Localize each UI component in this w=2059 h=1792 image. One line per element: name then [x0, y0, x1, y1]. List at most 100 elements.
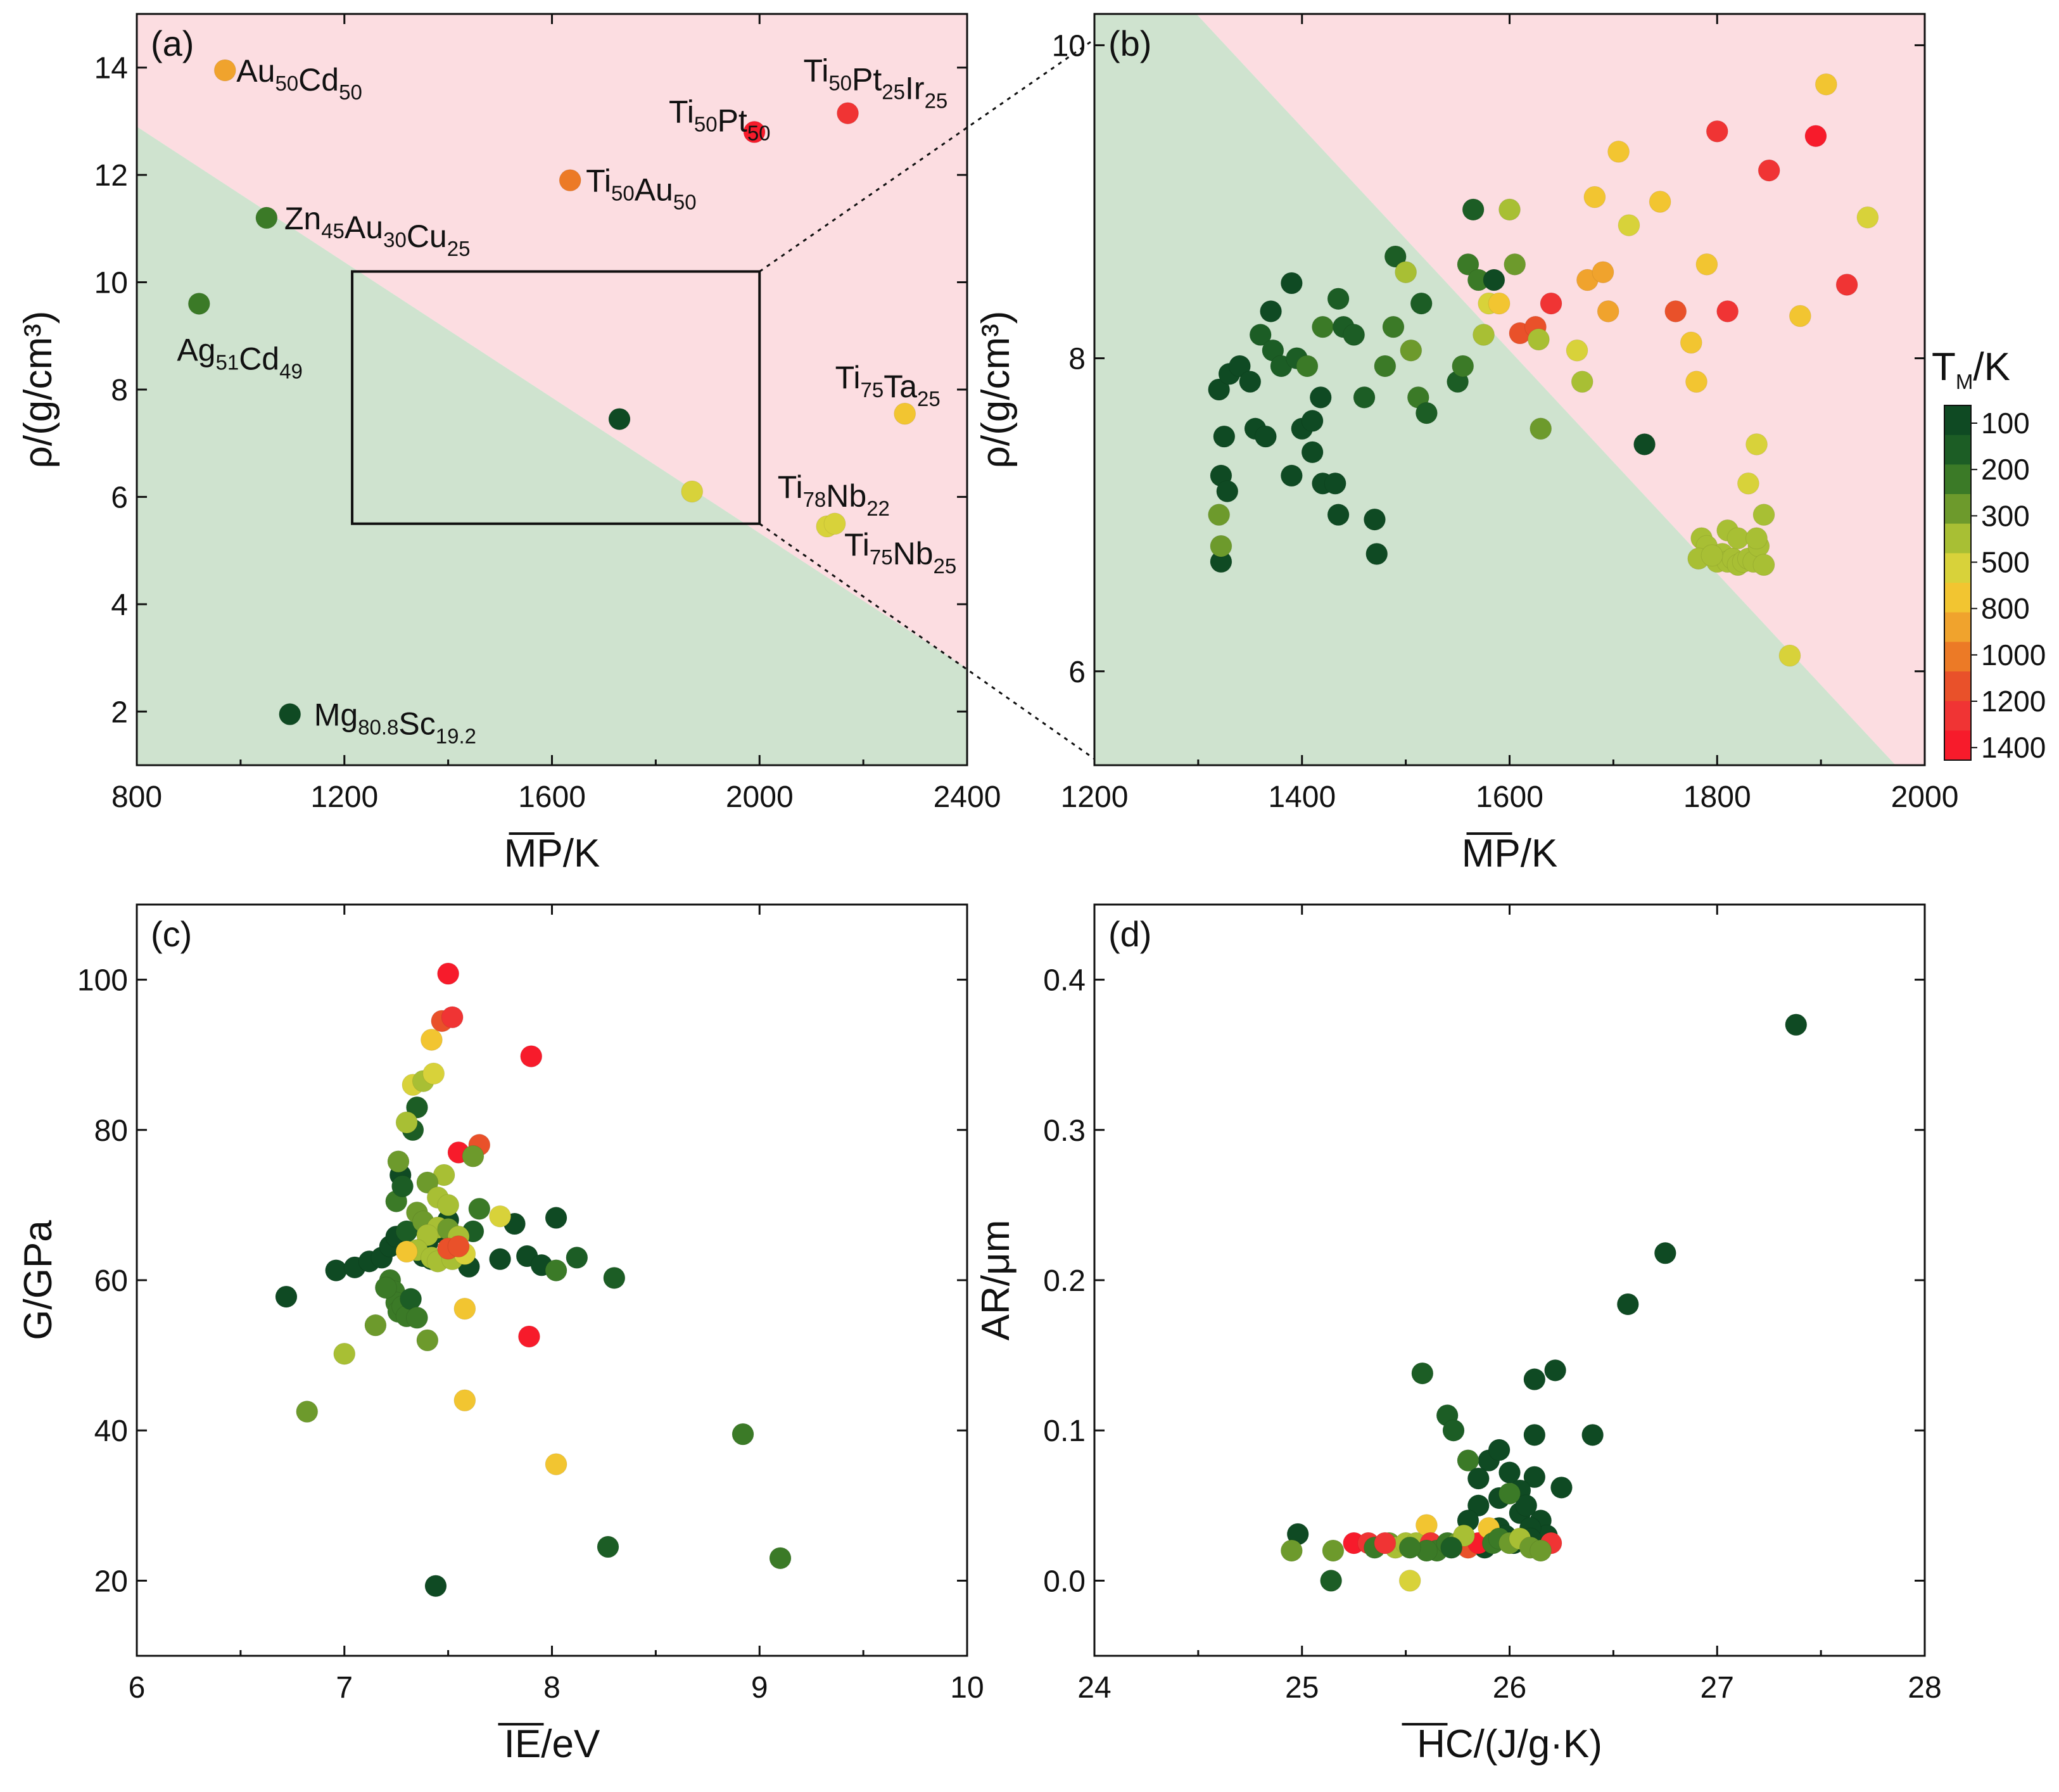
- y-tick-label: 2: [111, 696, 128, 729]
- y-tick-label: 20: [94, 1565, 128, 1598]
- data-point: [823, 512, 846, 535]
- x-tick-label: 800: [111, 780, 162, 814]
- data-point: [545, 1207, 567, 1230]
- data-points: [187, 59, 916, 726]
- data-point: [416, 1171, 439, 1194]
- y-tick-label: 4: [111, 588, 128, 622]
- data-point: [296, 1401, 319, 1423]
- data-point: [1213, 425, 1236, 448]
- data-point: [1745, 527, 1768, 550]
- data-point: [566, 1246, 588, 1269]
- data-point: [1752, 504, 1775, 526]
- data-point: [1239, 371, 1262, 393]
- colorbar-segment: [1944, 671, 1971, 702]
- x-tick-label: 8: [543, 1671, 561, 1705]
- data-point: [213, 59, 236, 82]
- data-point: [1353, 386, 1376, 409]
- data-point: [1254, 425, 1277, 448]
- data-point: [597, 1535, 619, 1558]
- data-point: [894, 402, 916, 425]
- y-tick-label: 10: [94, 267, 128, 300]
- data-point: [1208, 378, 1231, 401]
- data-point: [1633, 433, 1656, 455]
- x-tick-label: 1400: [1268, 780, 1336, 814]
- colorbar-label: 300: [1981, 499, 2030, 532]
- data-point: [1649, 191, 1671, 213]
- data-point: [437, 962, 460, 985]
- x-tick-label: 7: [336, 1671, 353, 1705]
- x-tick-label: 2400: [934, 780, 1001, 814]
- data-point: [405, 1306, 428, 1329]
- y-tick-label: 12: [94, 159, 128, 193]
- data-point: [1301, 441, 1324, 464]
- data-point: [520, 1045, 543, 1068]
- colorbar-label: 500: [1981, 546, 2030, 579]
- data-point: [453, 1297, 476, 1320]
- data-point: [1327, 504, 1350, 526]
- data-point: [1540, 292, 1562, 315]
- data-point: [769, 1547, 792, 1570]
- colorbar-label: 1400: [1981, 731, 2046, 764]
- colorbar-segment: [1944, 464, 1971, 495]
- data-point: [364, 1314, 387, 1337]
- data-point: [1374, 1532, 1397, 1554]
- data-point: [1228, 355, 1251, 378]
- data-point: [1398, 1536, 1421, 1559]
- x-tick-label: 27: [1701, 1671, 1734, 1705]
- data-point: [1249, 324, 1272, 346]
- colorbar-label: 800: [1981, 592, 2030, 625]
- colorbar: TM/K 100 200 300 500 800 1000 1200 1400: [1932, 345, 2046, 764]
- data-point: [1382, 315, 1405, 338]
- compound-annotation: Ti50Pt50: [669, 94, 770, 144]
- data-point: [1398, 1569, 1421, 1592]
- y-tick-label: 0.2: [1043, 1264, 1086, 1298]
- y-tick-label: 0.3: [1043, 1114, 1086, 1148]
- colorbar-label: 200: [1981, 453, 2030, 486]
- x-tick-label: 9: [751, 1671, 768, 1705]
- data-point: [1365, 542, 1388, 565]
- data-point: [422, 1062, 445, 1085]
- data-point: [1815, 73, 1837, 96]
- compound-annotation: Ti78Nb22: [778, 469, 890, 520]
- x-axis-label: MP/K: [1462, 832, 1558, 875]
- data-point: [395, 1111, 418, 1134]
- data-point: [1483, 269, 1505, 291]
- data-point: [1384, 245, 1407, 268]
- data-point: [255, 207, 278, 229]
- y-tick-label: 100: [77, 964, 128, 998]
- x-tick-label: 28: [1908, 1671, 1941, 1705]
- data-point: [437, 1193, 460, 1216]
- zoom-connector-top: [759, 38, 1095, 272]
- data-point: [400, 1288, 422, 1311]
- data-point: [545, 1259, 567, 1282]
- data-point: [1504, 253, 1526, 276]
- data-point: [1327, 288, 1350, 310]
- x-tick-label: 2000: [726, 780, 794, 814]
- data-point: [1523, 1466, 1546, 1489]
- data-point: [559, 169, 581, 192]
- data-points: [1280, 1014, 1808, 1592]
- x-tick-label: 2000: [1891, 780, 1959, 814]
- data-point: [1216, 480, 1239, 503]
- x-axis-label: HC/(J/g·K): [1417, 1722, 1602, 1766]
- data-point: [1695, 253, 1718, 276]
- y-tick-label: 8: [111, 374, 128, 407]
- data-point: [1343, 324, 1365, 346]
- data-point: [1260, 300, 1283, 322]
- data-point: [1296, 355, 1319, 378]
- colorbar-label: 1000: [1981, 639, 2046, 671]
- colorbar-segment: [1944, 405, 1971, 436]
- upper-region: [1094, 14, 1925, 765]
- y-tick-label: 60: [94, 1264, 128, 1298]
- data-point: [1685, 371, 1707, 393]
- data-point: [1701, 544, 1723, 567]
- data-point: [1716, 300, 1739, 322]
- data-point: [545, 1453, 567, 1476]
- panel-label: (a): [151, 23, 194, 63]
- data-point: [424, 1575, 447, 1598]
- data-point: [333, 1342, 356, 1365]
- data-point: [1312, 315, 1334, 338]
- data-point: [275, 1285, 298, 1308]
- panel-label: (b): [1108, 23, 1151, 63]
